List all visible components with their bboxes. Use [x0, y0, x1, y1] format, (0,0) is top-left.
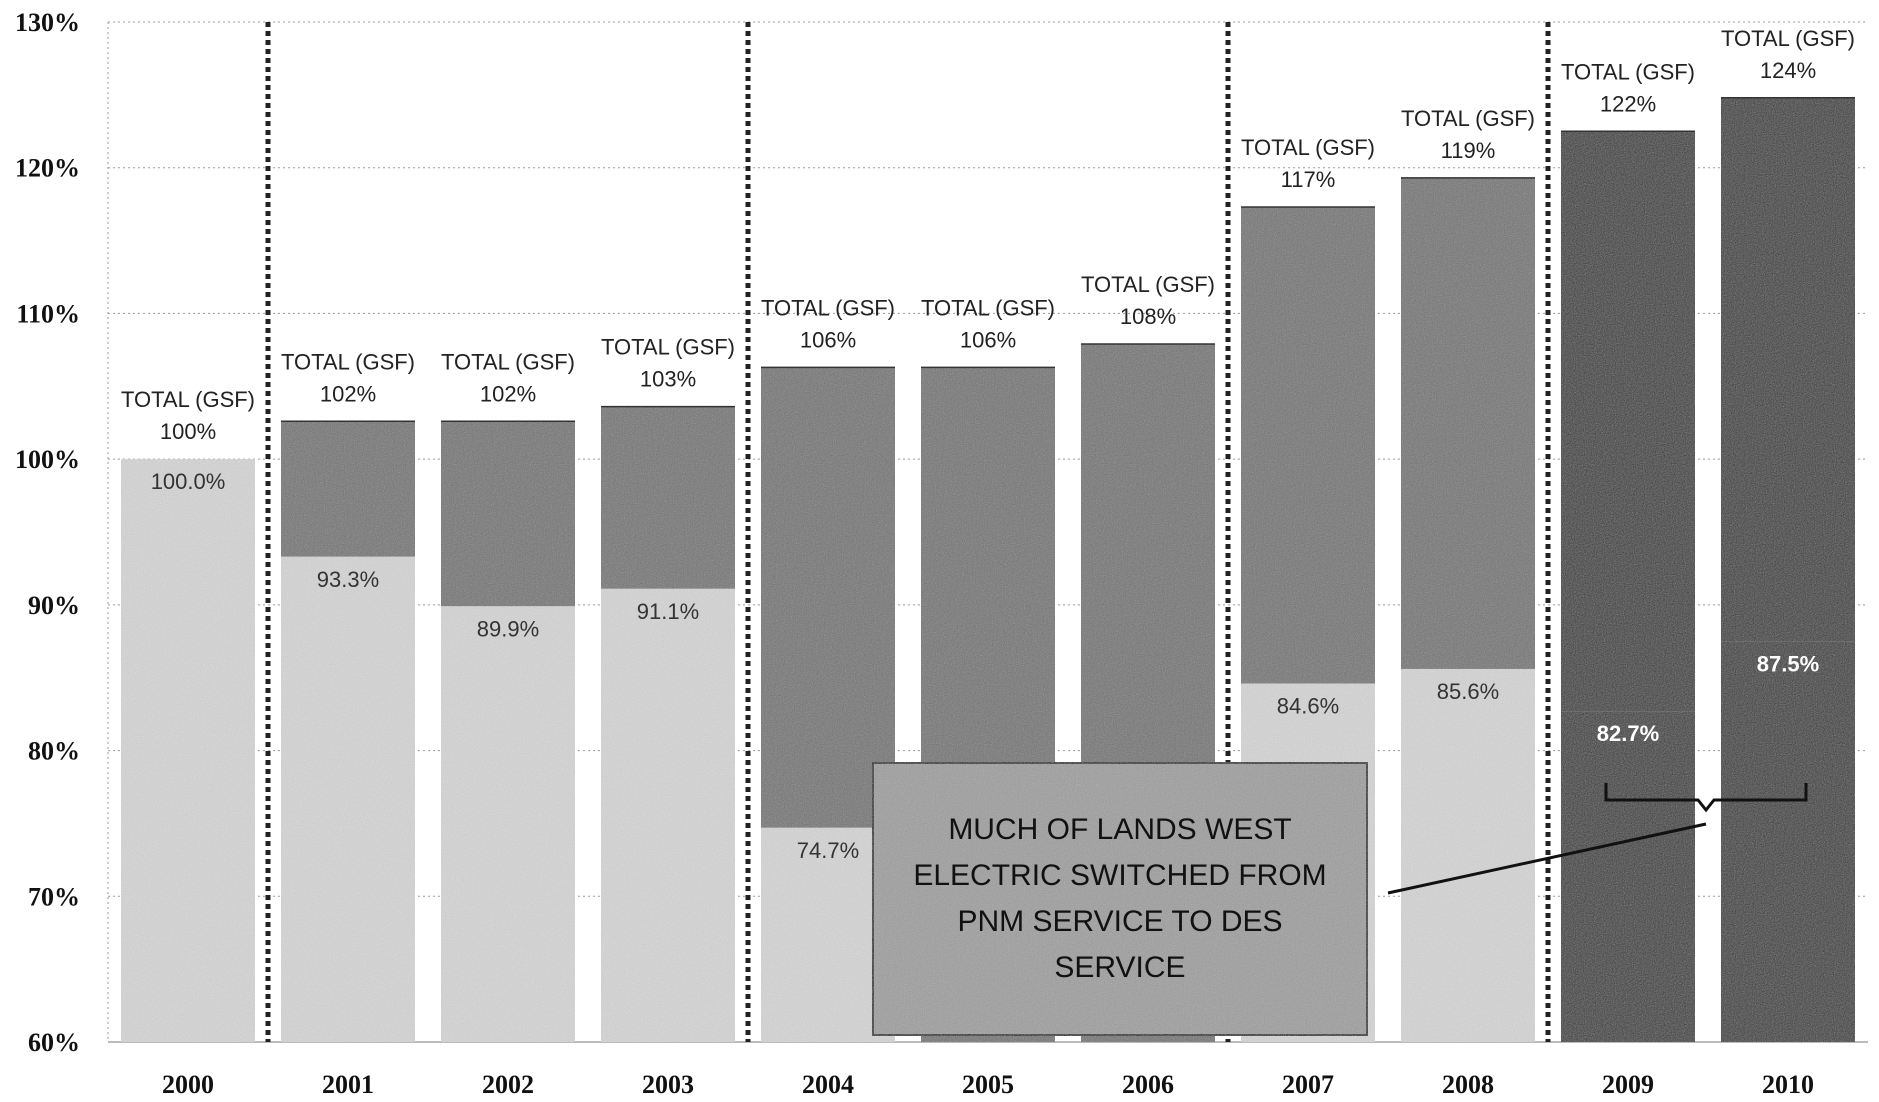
bar-upper-segment — [1721, 97, 1855, 642]
total-label: 103% — [640, 367, 696, 392]
bar-lower-segment — [121, 459, 255, 1043]
y-tick-label: 90% — [28, 591, 80, 620]
bar-upper-segment — [1241, 207, 1375, 684]
x-category-label: 2010 — [1762, 1070, 1814, 1099]
total-label: 108% — [1120, 304, 1176, 329]
callout-text-line: PNM SERVICE TO DES — [957, 905, 1282, 938]
total-label: 106% — [960, 327, 1016, 352]
segment-value-label: 91.1% — [637, 599, 699, 624]
total-label: TOTAL (GSF) — [1401, 106, 1535, 131]
x-axis: 2000 2001 2002 2003 2004 2005 2006 2007 2008 2009… — [162, 1070, 1814, 1099]
x-category-label: 2004 — [802, 1070, 854, 1099]
total-label: TOTAL (GSF) — [1241, 135, 1375, 160]
total-label: TOTAL (GSF) — [921, 295, 1055, 320]
bar-upper-segment — [1561, 131, 1695, 712]
y-tick-label: 100% — [15, 445, 80, 474]
segment-value-label: 84.6% — [1277, 694, 1339, 719]
segment-value-label: 74.7% — [797, 838, 859, 863]
total-label: 119% — [1441, 138, 1496, 163]
callout-text-line: SERVICE — [1054, 951, 1185, 984]
bar-lower-segment — [281, 556, 415, 1042]
callout-box — [870, 760, 1370, 1038]
total-label: 106% — [800, 327, 856, 352]
segment-value-label: 100.0% — [151, 469, 226, 494]
x-category-label: 2003 — [642, 1070, 694, 1099]
y-tick-label: 80% — [28, 737, 80, 766]
bar-lower-segment — [601, 588, 735, 1042]
bar-upper-segment — [761, 367, 895, 828]
x-category-label: 2005 — [962, 1070, 1014, 1099]
total-label: TOTAL (GSF) — [281, 349, 415, 374]
bar-lower-segment — [1721, 641, 1855, 1042]
y-axis: 60% 70% 80% 90% 100% 110% 120% 130% — [15, 8, 80, 1057]
x-category-label: 2009 — [1602, 1070, 1654, 1099]
y-tick-label: 60% — [28, 1028, 80, 1057]
bar-lower-segment — [1401, 668, 1535, 1042]
y-tick-label: 110% — [16, 299, 80, 328]
bar-lower-segment — [1561, 711, 1695, 1042]
bar-upper-segment — [601, 406, 735, 589]
segment-value-label: 85.6% — [1437, 679, 1499, 704]
segment-value-label: 89.9% — [477, 616, 539, 641]
x-category-label: 2006 — [1122, 1070, 1174, 1099]
total-label: TOTAL (GSF) — [441, 349, 575, 374]
total-label: TOTAL (GSF) — [121, 387, 255, 412]
callout-text-line: ELECTRIC SWITCHED FROM — [913, 859, 1326, 892]
x-category-label: 2000 — [162, 1070, 214, 1099]
x-category-label: 2002 — [482, 1070, 534, 1099]
segment-value-label: 82.7% — [1597, 721, 1659, 746]
total-label: TOTAL (GSF) — [1721, 26, 1855, 51]
total-label: 102% — [320, 381, 376, 406]
total-label: 124% — [1760, 58, 1816, 83]
total-label: 117% — [1281, 167, 1336, 192]
total-label: 100% — [160, 419, 216, 444]
y-tick-label: 120% — [15, 154, 80, 183]
x-category-label: 2008 — [1442, 1070, 1494, 1099]
callout-bracket — [1604, 783, 1808, 813]
x-category-label: 2001 — [322, 1070, 374, 1099]
y-tick-label: 130% — [15, 8, 80, 37]
bar-labels: 100.0% TOTAL (GSF) 100% 93.3% TOTAL (GSF) 102… — [121, 26, 1855, 863]
total-label: 122% — [1600, 91, 1656, 116]
callout-text-line: MUCH OF LANDS WEST — [948, 813, 1291, 846]
total-label: 102% — [480, 381, 536, 406]
segment-value-label: 93.3% — [317, 567, 379, 592]
total-label: TOTAL (GSF) — [1561, 59, 1695, 84]
bar-lower-segment — [441, 606, 575, 1042]
bar-upper-segment — [1401, 177, 1535, 669]
x-category-label: 2007 — [1282, 1070, 1334, 1099]
total-label: TOTAL (GSF) — [761, 295, 895, 320]
y-tick-label: 70% — [28, 882, 80, 911]
annotation-callout: MUCH OF LANDS WEST ELECTRIC SWITCHED FROM… — [870, 760, 1808, 1038]
callout-leader-line — [1387, 822, 1707, 895]
segment-value-label: 87.5% — [1757, 651, 1819, 676]
total-label: TOTAL (GSF) — [1081, 272, 1215, 297]
bar-upper-segment — [281, 421, 415, 557]
bar-upper-segment — [441, 421, 575, 607]
total-label: TOTAL (GSF) — [601, 335, 735, 360]
